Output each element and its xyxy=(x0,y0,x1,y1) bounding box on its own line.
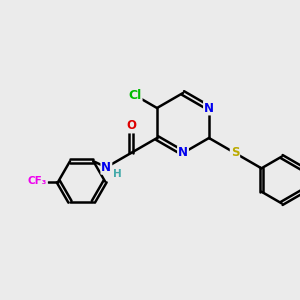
Text: CF₃: CF₃ xyxy=(28,176,47,187)
Text: N: N xyxy=(178,146,188,160)
Text: Cl: Cl xyxy=(128,89,142,102)
Text: S: S xyxy=(231,146,239,160)
Text: O: O xyxy=(126,119,136,133)
Text: N: N xyxy=(204,101,214,115)
Text: H: H xyxy=(113,169,122,179)
Text: N: N xyxy=(101,161,111,174)
